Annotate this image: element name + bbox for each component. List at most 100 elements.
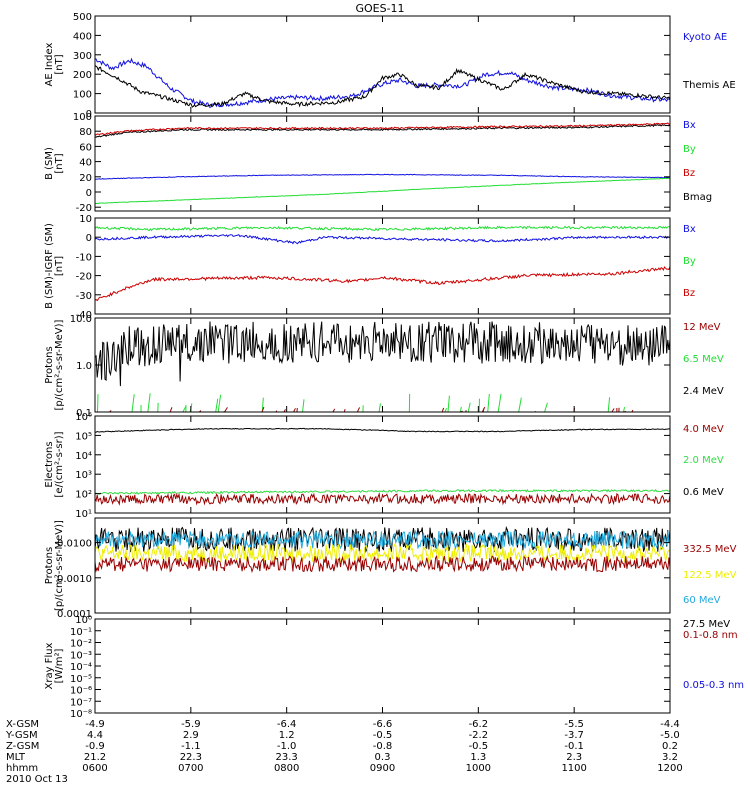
y-tick-label: 40 bbox=[79, 158, 92, 169]
legend-entry: 0.6 MeV bbox=[683, 487, 724, 498]
series-spike bbox=[217, 394, 222, 412]
y-tick-label: 10² bbox=[75, 490, 92, 501]
series-spike bbox=[182, 406, 187, 412]
x-tick-label: -4.4 bbox=[660, 719, 680, 730]
y-tick-label: 200 bbox=[73, 70, 92, 81]
panel-5: 10¹ 10² 10³ 10⁴ 10⁵ 10⁶ Electrons [e/(cm²-s-sr)… bbox=[44, 412, 724, 520]
legend-entry: Bz bbox=[683, 168, 695, 179]
y-axis-label: [p/(cm²-s-sr-MeV)] bbox=[54, 520, 65, 611]
series-bmag bbox=[95, 124, 670, 138]
x-row-label: MLT bbox=[6, 752, 26, 763]
panel-7: 10⁻⁸10⁻⁷10⁻⁶10⁻⁵10⁻⁴10⁻³10⁻²10⁻¹10⁰ Xray … bbox=[44, 615, 744, 720]
series-spike bbox=[447, 395, 450, 412]
y-axis-label: [W/m²] bbox=[54, 648, 65, 683]
panel-4: 0.1 1.0 10.0 Protons [p/(cm²-s-sr-MeV)] 12 Me… bbox=[44, 314, 724, 419]
series-spike bbox=[607, 397, 611, 412]
legend-entry: 122.5 MeV bbox=[683, 570, 737, 581]
series-spike bbox=[611, 408, 615, 412]
y-tick-label: 60 bbox=[79, 142, 92, 153]
y-tick-label: 80 bbox=[79, 127, 92, 138]
series-spike bbox=[261, 406, 265, 412]
x-tick-label: 0.2 bbox=[662, 741, 678, 752]
y-tick-label: 10⁻³ bbox=[70, 650, 92, 661]
series-bz bbox=[95, 266, 670, 302]
legend-entry: 0.1-0.8 nm bbox=[683, 630, 738, 641]
series-spike bbox=[444, 408, 448, 412]
y-axis-label: Xray Flux bbox=[44, 642, 55, 689]
panel-frame bbox=[94, 618, 671, 714]
y-tick-label: 1.0 bbox=[76, 361, 92, 372]
x-tick-label: 0800 bbox=[274, 763, 299, 774]
y-tick-label: 100 bbox=[73, 112, 92, 123]
series-kyoto-ae bbox=[95, 57, 670, 109]
x-tick-label: -2.2 bbox=[469, 730, 489, 741]
x-tick-label: 0700 bbox=[178, 763, 203, 774]
legend-entry: By bbox=[683, 256, 696, 267]
series-spike bbox=[518, 397, 522, 412]
x-tick-label: -0.5 bbox=[373, 730, 393, 741]
y-tick-label: 10¹ bbox=[75, 509, 92, 520]
legend-entry: Bz bbox=[683, 288, 695, 299]
y-tick-label: 10⁻⁷ bbox=[70, 697, 92, 708]
y-tick-label: 10⁶ bbox=[75, 412, 92, 423]
x-tick-label: 0.3 bbox=[375, 752, 391, 763]
y-tick-label: 10⁻⁸ bbox=[70, 709, 92, 720]
series-themis-ae bbox=[95, 65, 670, 108]
y-tick-label: -20 bbox=[76, 272, 92, 283]
plot-title: GOES-11 bbox=[355, 2, 404, 15]
y-tick-label: 500 bbox=[73, 12, 92, 23]
series-spike bbox=[97, 394, 99, 412]
y-tick-label: 20 bbox=[79, 173, 92, 184]
legend-entry: 27.5 MeV bbox=[683, 619, 730, 630]
y-axis-label: [nT] bbox=[54, 54, 65, 74]
series-spike bbox=[131, 394, 135, 412]
x-tick-label: -0.9 bbox=[85, 741, 105, 752]
series-spike bbox=[544, 402, 548, 412]
y-tick-label: 10⁻⁶ bbox=[70, 686, 92, 697]
legend-entry: 12 MeV bbox=[683, 322, 721, 333]
series-spike bbox=[302, 399, 305, 412]
panel-frame bbox=[94, 15, 671, 114]
series-2-4-mev bbox=[95, 321, 670, 387]
series-122-5-mev bbox=[95, 543, 670, 564]
y-tick-label: -10 bbox=[76, 252, 92, 263]
x-tick-label: 4.4 bbox=[87, 730, 103, 741]
x-tick-label: -4.9 bbox=[85, 719, 105, 730]
legend-entry: 332.5 MeV bbox=[683, 544, 737, 555]
y-axis-label: Protons bbox=[44, 346, 55, 383]
y-tick-label: 0.0010 bbox=[57, 574, 92, 585]
panel-2: -20 0 20 40 60 80 100 B (SM) [nT] Bx By Bz Bmag bbox=[44, 112, 712, 214]
x-tick-label: 1200 bbox=[657, 763, 682, 774]
y-tick-label: 0 bbox=[86, 188, 92, 199]
series-spike bbox=[622, 406, 626, 412]
y-tick-label: 0 bbox=[86, 233, 92, 244]
legend-entry: Themis AE bbox=[682, 80, 736, 91]
y-tick-label: 10⁰ bbox=[75, 615, 92, 626]
legend-entry: Bmag bbox=[683, 192, 712, 203]
y-axis-label: Electrons bbox=[44, 441, 55, 487]
x-tick-label: -5.9 bbox=[181, 719, 201, 730]
series-by bbox=[95, 177, 670, 205]
panel-frame bbox=[94, 217, 671, 315]
y-axis-label: [p/(cm²-s-sr-MeV)] bbox=[54, 319, 65, 410]
series-spike bbox=[169, 407, 173, 412]
y-tick-label: 100 bbox=[73, 90, 92, 101]
x-tick-label: -3.7 bbox=[564, 730, 584, 741]
x-tick-label: -6.2 bbox=[469, 719, 489, 730]
series-60-mev bbox=[95, 529, 670, 551]
x-tick-label: 1000 bbox=[466, 763, 491, 774]
x-tick-label: 2.3 bbox=[566, 752, 582, 763]
series-spike bbox=[378, 403, 381, 412]
y-tick-label: 0.1 bbox=[76, 408, 92, 419]
series-2-0-mev bbox=[95, 488, 670, 495]
x-tick-label: -5.5 bbox=[564, 719, 584, 730]
series-6-5-mev bbox=[97, 393, 626, 412]
x-tick-label: 0600 bbox=[82, 763, 107, 774]
y-tick-label: 10⁴ bbox=[75, 451, 92, 462]
y-tick-label: 300 bbox=[73, 51, 92, 62]
x-tick-label: 0900 bbox=[370, 763, 395, 774]
y-tick-label: 10⁻⁵ bbox=[70, 674, 92, 685]
